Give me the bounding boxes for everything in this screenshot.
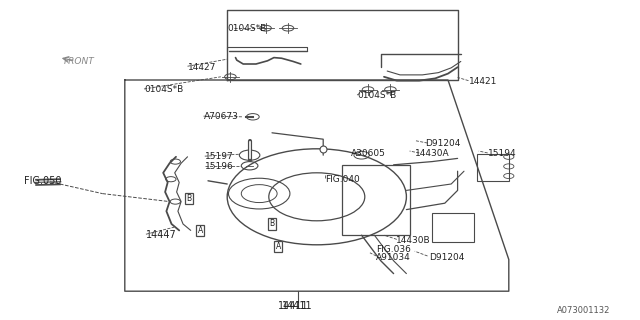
Text: A: A bbox=[276, 242, 281, 251]
Text: 14411: 14411 bbox=[282, 300, 312, 311]
Bar bbox=[477, 154, 509, 181]
Text: FIG.040: FIG.040 bbox=[325, 175, 360, 184]
Text: 15197: 15197 bbox=[205, 152, 234, 161]
Text: 14430A: 14430A bbox=[415, 149, 449, 158]
Text: B: B bbox=[269, 220, 275, 228]
Text: A: A bbox=[198, 226, 203, 235]
Text: FRONT: FRONT bbox=[64, 57, 95, 66]
Text: 0104S*B: 0104S*B bbox=[227, 24, 266, 33]
Text: 14411: 14411 bbox=[278, 300, 309, 311]
Text: A073001132: A073001132 bbox=[557, 306, 610, 315]
Text: B: B bbox=[186, 194, 191, 203]
Text: D91204: D91204 bbox=[426, 140, 461, 148]
Text: D91204: D91204 bbox=[429, 253, 464, 262]
Text: A91034: A91034 bbox=[376, 253, 411, 262]
Text: FIG.036: FIG.036 bbox=[376, 245, 411, 254]
Text: 15196: 15196 bbox=[205, 162, 234, 171]
Text: A30605: A30605 bbox=[351, 149, 385, 158]
Text: 14447: 14447 bbox=[146, 230, 177, 240]
Text: FIG.050: FIG.050 bbox=[24, 176, 62, 186]
Text: 14421: 14421 bbox=[468, 77, 497, 86]
Text: 15194: 15194 bbox=[488, 149, 516, 158]
Text: 14430B: 14430B bbox=[396, 236, 430, 245]
Bar bbox=[432, 213, 474, 242]
Text: 0104S*B: 0104S*B bbox=[357, 92, 396, 100]
Text: 0104S*B: 0104S*B bbox=[144, 85, 183, 94]
Text: 14427: 14427 bbox=[188, 63, 216, 72]
Text: A70673: A70673 bbox=[204, 112, 238, 121]
Bar bbox=[342, 165, 410, 235]
